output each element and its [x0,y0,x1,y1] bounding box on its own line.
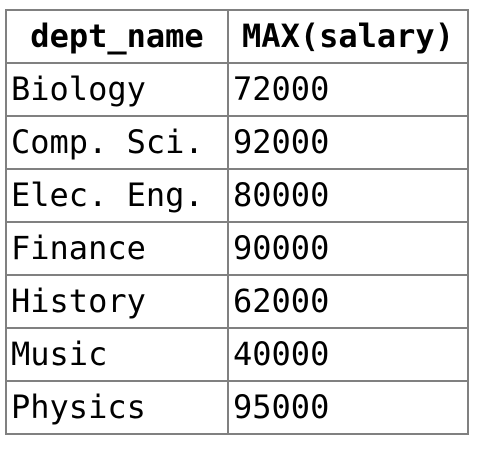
table-row: Biology 72000 [5,62,469,117]
column-header-dept-name: dept_name [5,9,229,64]
cell-max-salary: 40000 [227,327,469,382]
column-header-max-salary: MAX(salary) [227,9,469,64]
result-table: dept_name MAX(salary) Biology 72000 Comp… [5,9,469,435]
header-row: dept_name MAX(salary) [5,9,469,64]
cell-max-salary: 92000 [227,115,469,170]
cell-max-salary: 90000 [227,221,469,276]
cell-dept-name: Biology [5,62,229,117]
cell-dept-name: History [5,274,229,329]
table-header: dept_name MAX(salary) [5,9,469,64]
cell-dept-name: Physics [5,380,229,435]
cell-dept-name: Elec. Eng. [5,168,229,223]
cell-max-salary: 80000 [227,168,469,223]
cell-max-salary: 72000 [227,62,469,117]
table-row: Physics 95000 [5,380,469,435]
table-row: History 62000 [5,274,469,329]
cell-max-salary: 62000 [227,274,469,329]
table-row: Comp. Sci. 92000 [5,115,469,170]
cell-dept-name: Music [5,327,229,382]
table-row: Music 40000 [5,327,469,382]
cell-dept-name: Finance [5,221,229,276]
cell-max-salary: 95000 [227,380,469,435]
cell-dept-name: Comp. Sci. [5,115,229,170]
table-row: Finance 90000 [5,221,469,276]
table-body: Biology 72000 Comp. Sci. 92000 Elec. Eng… [5,62,469,435]
table-row: Elec. Eng. 80000 [5,168,469,223]
